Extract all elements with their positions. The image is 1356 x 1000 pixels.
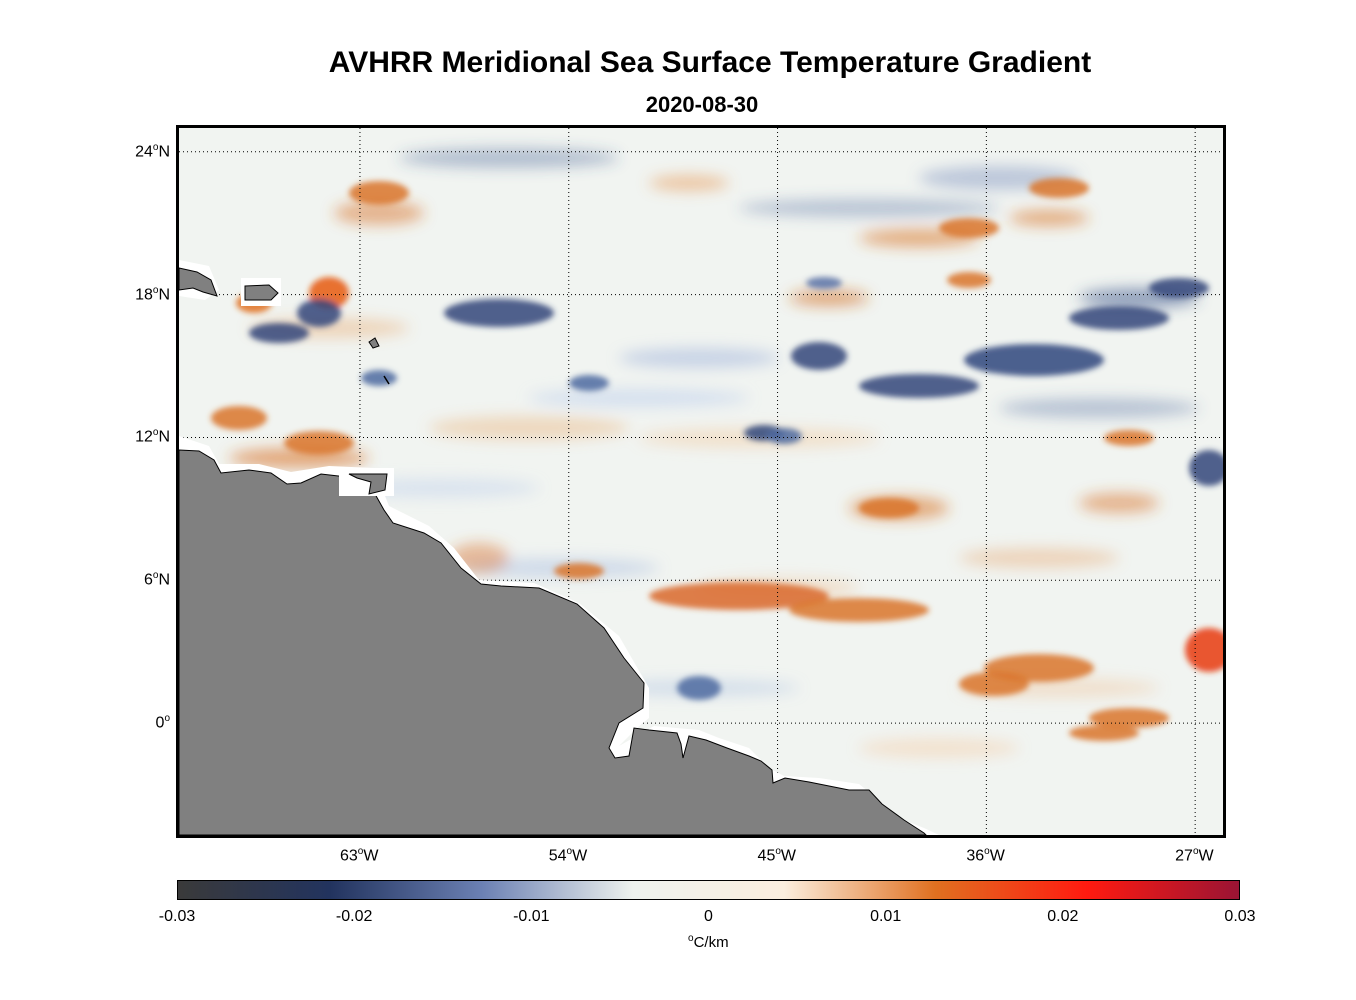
colorbar-tick-0: -0.03	[158, 908, 196, 925]
lon-tick-label-3: 36oW	[966, 846, 1005, 865]
gradient-feature-strong-11	[859, 374, 979, 398]
gradient-feature-strong-30	[554, 563, 604, 579]
lon-tick-label-0: 63oW	[339, 846, 379, 865]
chart-subtitle: 2020-08-30	[645, 92, 759, 117]
gradient-feature-strong-27	[349, 181, 409, 205]
lesser-antilles-island	[368, 337, 380, 349]
trinidad-land	[348, 473, 388, 495]
colorbar-tick-6: 0.03	[1224, 908, 1256, 925]
lon-tick-label-4: 27oW	[1175, 846, 1214, 865]
map-canvas	[179, 128, 1223, 835]
gradient-feature-strong-20	[959, 672, 1029, 696]
gradient-feature-strong-6	[284, 431, 354, 455]
gradient-feature-strong-29	[1104, 430, 1154, 446]
gradient-feature-strong-10	[791, 342, 847, 370]
puerto-rico-land	[244, 284, 279, 301]
gradient-feature-strong-16	[859, 498, 919, 518]
colorbar-tick-4: 0.01	[870, 908, 902, 925]
gradient-feature-strong-13	[1069, 306, 1169, 330]
chart-title: AVHRR Meridional Sea Surface Temperature…	[328, 46, 1092, 79]
gradient-feature-strong-3	[249, 323, 309, 343]
colorbar	[177, 880, 1240, 900]
gradient-feature-soft-9	[529, 389, 749, 407]
gradient-feature-soft-14	[619, 348, 779, 368]
gradient-feature-strong-8	[569, 375, 609, 391]
gradient-feature-soft-1	[739, 199, 999, 217]
colorbar-unit: oC/km	[688, 933, 729, 951]
gradient-field-strong	[211, 178, 1223, 741]
gradient-feature-strong-23	[1069, 725, 1139, 741]
gradient-feature-soft-7	[789, 290, 869, 306]
lat-tick-label-4: 0o	[155, 713, 170, 732]
gradient-feature-strong-12	[964, 344, 1104, 376]
gradient-feature-soft-12	[999, 398, 1199, 418]
lon-tick-label-2: 45oW	[757, 846, 797, 865]
gradient-feature-soft-24	[959, 548, 1119, 568]
gradient-feature-soft-3	[334, 201, 424, 225]
gradient-feature-strong-0	[444, 299, 554, 327]
gradient-feature-strong-5	[211, 406, 267, 430]
gradient-feature-strong-18	[789, 598, 929, 622]
colorbar-tick-5: 0.02	[1047, 908, 1079, 925]
gradient-feature-strong-31	[766, 428, 802, 444]
gradient-feature-soft-4	[649, 175, 729, 191]
gradient-feature-strong-32	[806, 277, 842, 289]
gradient-feature-strong-17	[649, 582, 829, 610]
gradient-feature-strong-28	[947, 272, 991, 288]
gradient-feature-soft-10	[429, 416, 629, 440]
map-frame	[176, 125, 1226, 838]
gradient-feature-strong-2	[297, 299, 341, 327]
lat-tick-label-0: 24oN	[135, 141, 170, 161]
lat-tick-label-1: 18oN	[135, 284, 170, 303]
gradient-feature-strong-14	[1149, 278, 1209, 298]
colorbar-tick-1: -0.02	[335, 908, 373, 925]
gradient-feature-soft-23	[859, 738, 1019, 758]
lat-tick-label-3: 6oN	[143, 570, 170, 589]
barbados-island	[383, 375, 390, 385]
gradient-feature-strong-25	[939, 218, 999, 238]
gradient-feature-strong-22	[1089, 708, 1169, 728]
lon-tick-label-1: 54oW	[548, 846, 588, 865]
gradient-feature-strong-24	[677, 676, 721, 700]
gradient-feature-strong-21	[1185, 628, 1223, 672]
colorbar-tick-2: -0.01	[513, 908, 550, 925]
gradient-feature-strong-15	[1189, 450, 1223, 486]
gradient-feature-strong-26	[1029, 178, 1089, 198]
gradient-feature-soft-0	[399, 148, 619, 168]
gradient-feature-soft-6	[1009, 210, 1089, 226]
colorbar-tick-3: 0	[704, 908, 713, 925]
lat-tick-label-2: 12oN	[135, 427, 170, 446]
hispaniola-land	[179, 267, 218, 297]
south-america-land	[179, 449, 927, 835]
gradient-feature-soft-17	[1079, 493, 1159, 513]
gradient-feature-strong-7	[361, 370, 397, 386]
